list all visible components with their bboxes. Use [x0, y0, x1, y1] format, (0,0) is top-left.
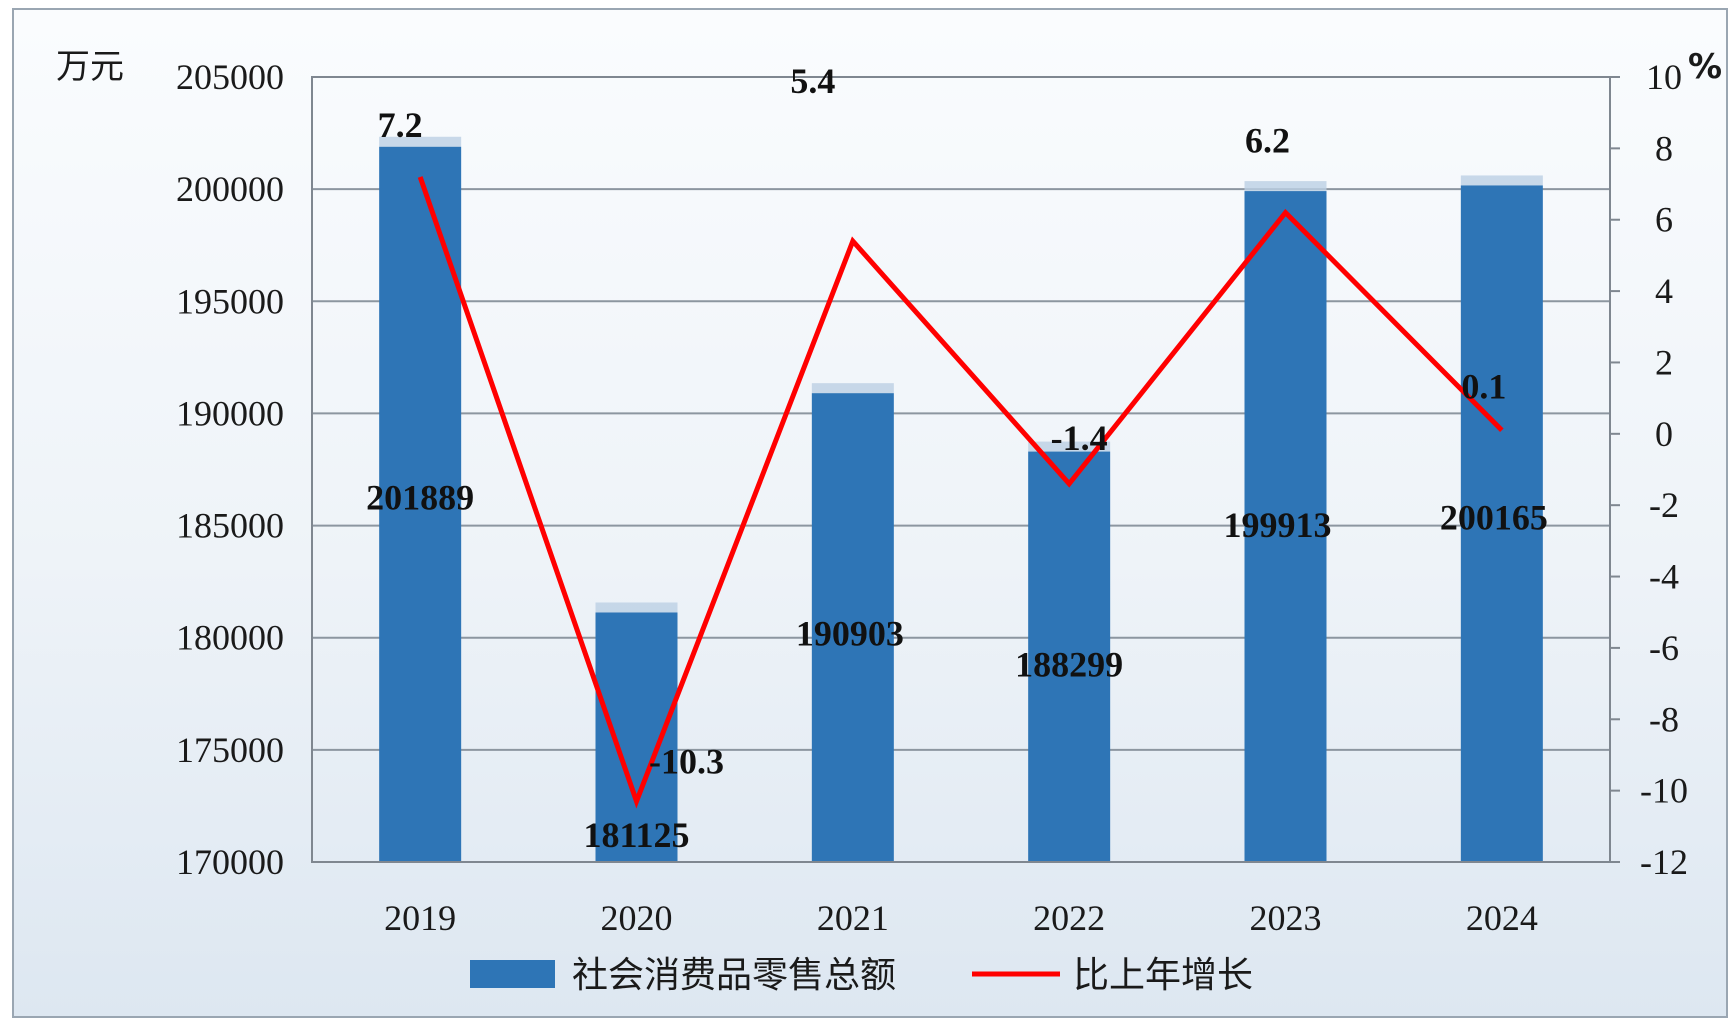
bar-top-highlight	[1460, 175, 1543, 186]
bar-value-label: 199913	[1224, 505, 1332, 545]
legend-line-label: 比上年增长	[1073, 955, 1253, 996]
line-value-label: 5.4	[790, 61, 835, 101]
line-series	[417, 176, 1504, 809]
bar-top-highlight	[1028, 441, 1111, 452]
right-axis-tick-label: 8	[1655, 128, 1673, 168]
right-axis-tick-label: 6	[1655, 200, 1673, 240]
line-value-label: -1.4	[1051, 418, 1108, 458]
bar-value-label: 190903	[796, 614, 904, 654]
bar-top-highlight	[595, 602, 678, 613]
x-axis-tick-label: 2022	[1033, 898, 1105, 938]
bar-top-highlight	[379, 136, 462, 147]
bar	[1028, 451, 1111, 862]
x-axis-tick-label: 2023	[1250, 898, 1322, 938]
x-axis-tick-label: 2019	[384, 898, 456, 938]
gridlines	[312, 76, 1610, 863]
left-axis-tick-label: 180000	[176, 618, 284, 658]
left-axis-tick-label: 205000	[176, 57, 284, 97]
line-value-label: 7.2	[378, 105, 423, 145]
legend-bar-label: 社会消费品零售总额	[572, 955, 896, 996]
line-value-label: 6.2	[1245, 121, 1290, 161]
line-value-label: -10.3	[649, 741, 724, 781]
bar	[379, 146, 462, 863]
x-axis-tick-label: 2024	[1466, 898, 1538, 938]
left-axis-tick-label: 175000	[176, 730, 284, 770]
plot-area-border	[311, 76, 1611, 863]
right-axis-tick-label: -10	[1640, 771, 1688, 811]
axes	[311, 76, 1611, 863]
bar-top-highlight	[1244, 181, 1327, 192]
x-axis-tick-label: 2020	[601, 898, 673, 938]
bar	[1460, 185, 1543, 862]
right-axis-tick-label: 4	[1655, 271, 1673, 311]
legend-bar-swatch	[470, 960, 555, 988]
left-axis-tick-label: 190000	[176, 393, 284, 433]
bar-value-label: 188299	[1015, 644, 1123, 684]
right-axis-tick-label: -2	[1649, 485, 1679, 525]
right-axis-tick-label: -6	[1649, 628, 1679, 668]
right-axis-tick-label: -8	[1649, 699, 1679, 739]
bar-value-label: 201889	[366, 477, 474, 517]
left-axis-tick-label: 195000	[176, 281, 284, 321]
bar-value-label: 181125	[583, 815, 689, 855]
left-axis-tick-label: 185000	[176, 506, 284, 546]
line-value-label: 0.1	[1461, 366, 1506, 406]
right-axis-tick-label: -12	[1640, 842, 1688, 882]
right-axis-tick-label: 10	[1646, 57, 1682, 97]
bar-series	[379, 136, 1543, 863]
left-axis-tick-label: 170000	[176, 842, 284, 882]
bar	[811, 393, 894, 862]
left-axis-tick-label: 200000	[176, 169, 284, 209]
legend: 社会消费品零售总额 比上年增长	[470, 955, 1253, 996]
x-axis-tick-label: 2021	[817, 898, 889, 938]
right-axis-tick-label: 2	[1655, 342, 1673, 382]
axis-ticks: 170000 175000 180000 185000 190000 195000 2000…	[176, 57, 1688, 938]
bar-value-label: 200165	[1440, 497, 1548, 537]
bar-top-highlight	[811, 383, 894, 394]
data-labels: 201889 181125 190903 188299 199913 200165 7.2 -…	[366, 61, 1548, 855]
growth-line	[417, 176, 1504, 809]
right-axis-tick-label: -4	[1649, 557, 1679, 597]
bar	[1244, 191, 1327, 863]
right-axis-tick-label: 0	[1655, 414, 1673, 454]
left-axis-unit: 万元	[56, 47, 124, 87]
right-axis-unit: %	[1688, 47, 1722, 87]
